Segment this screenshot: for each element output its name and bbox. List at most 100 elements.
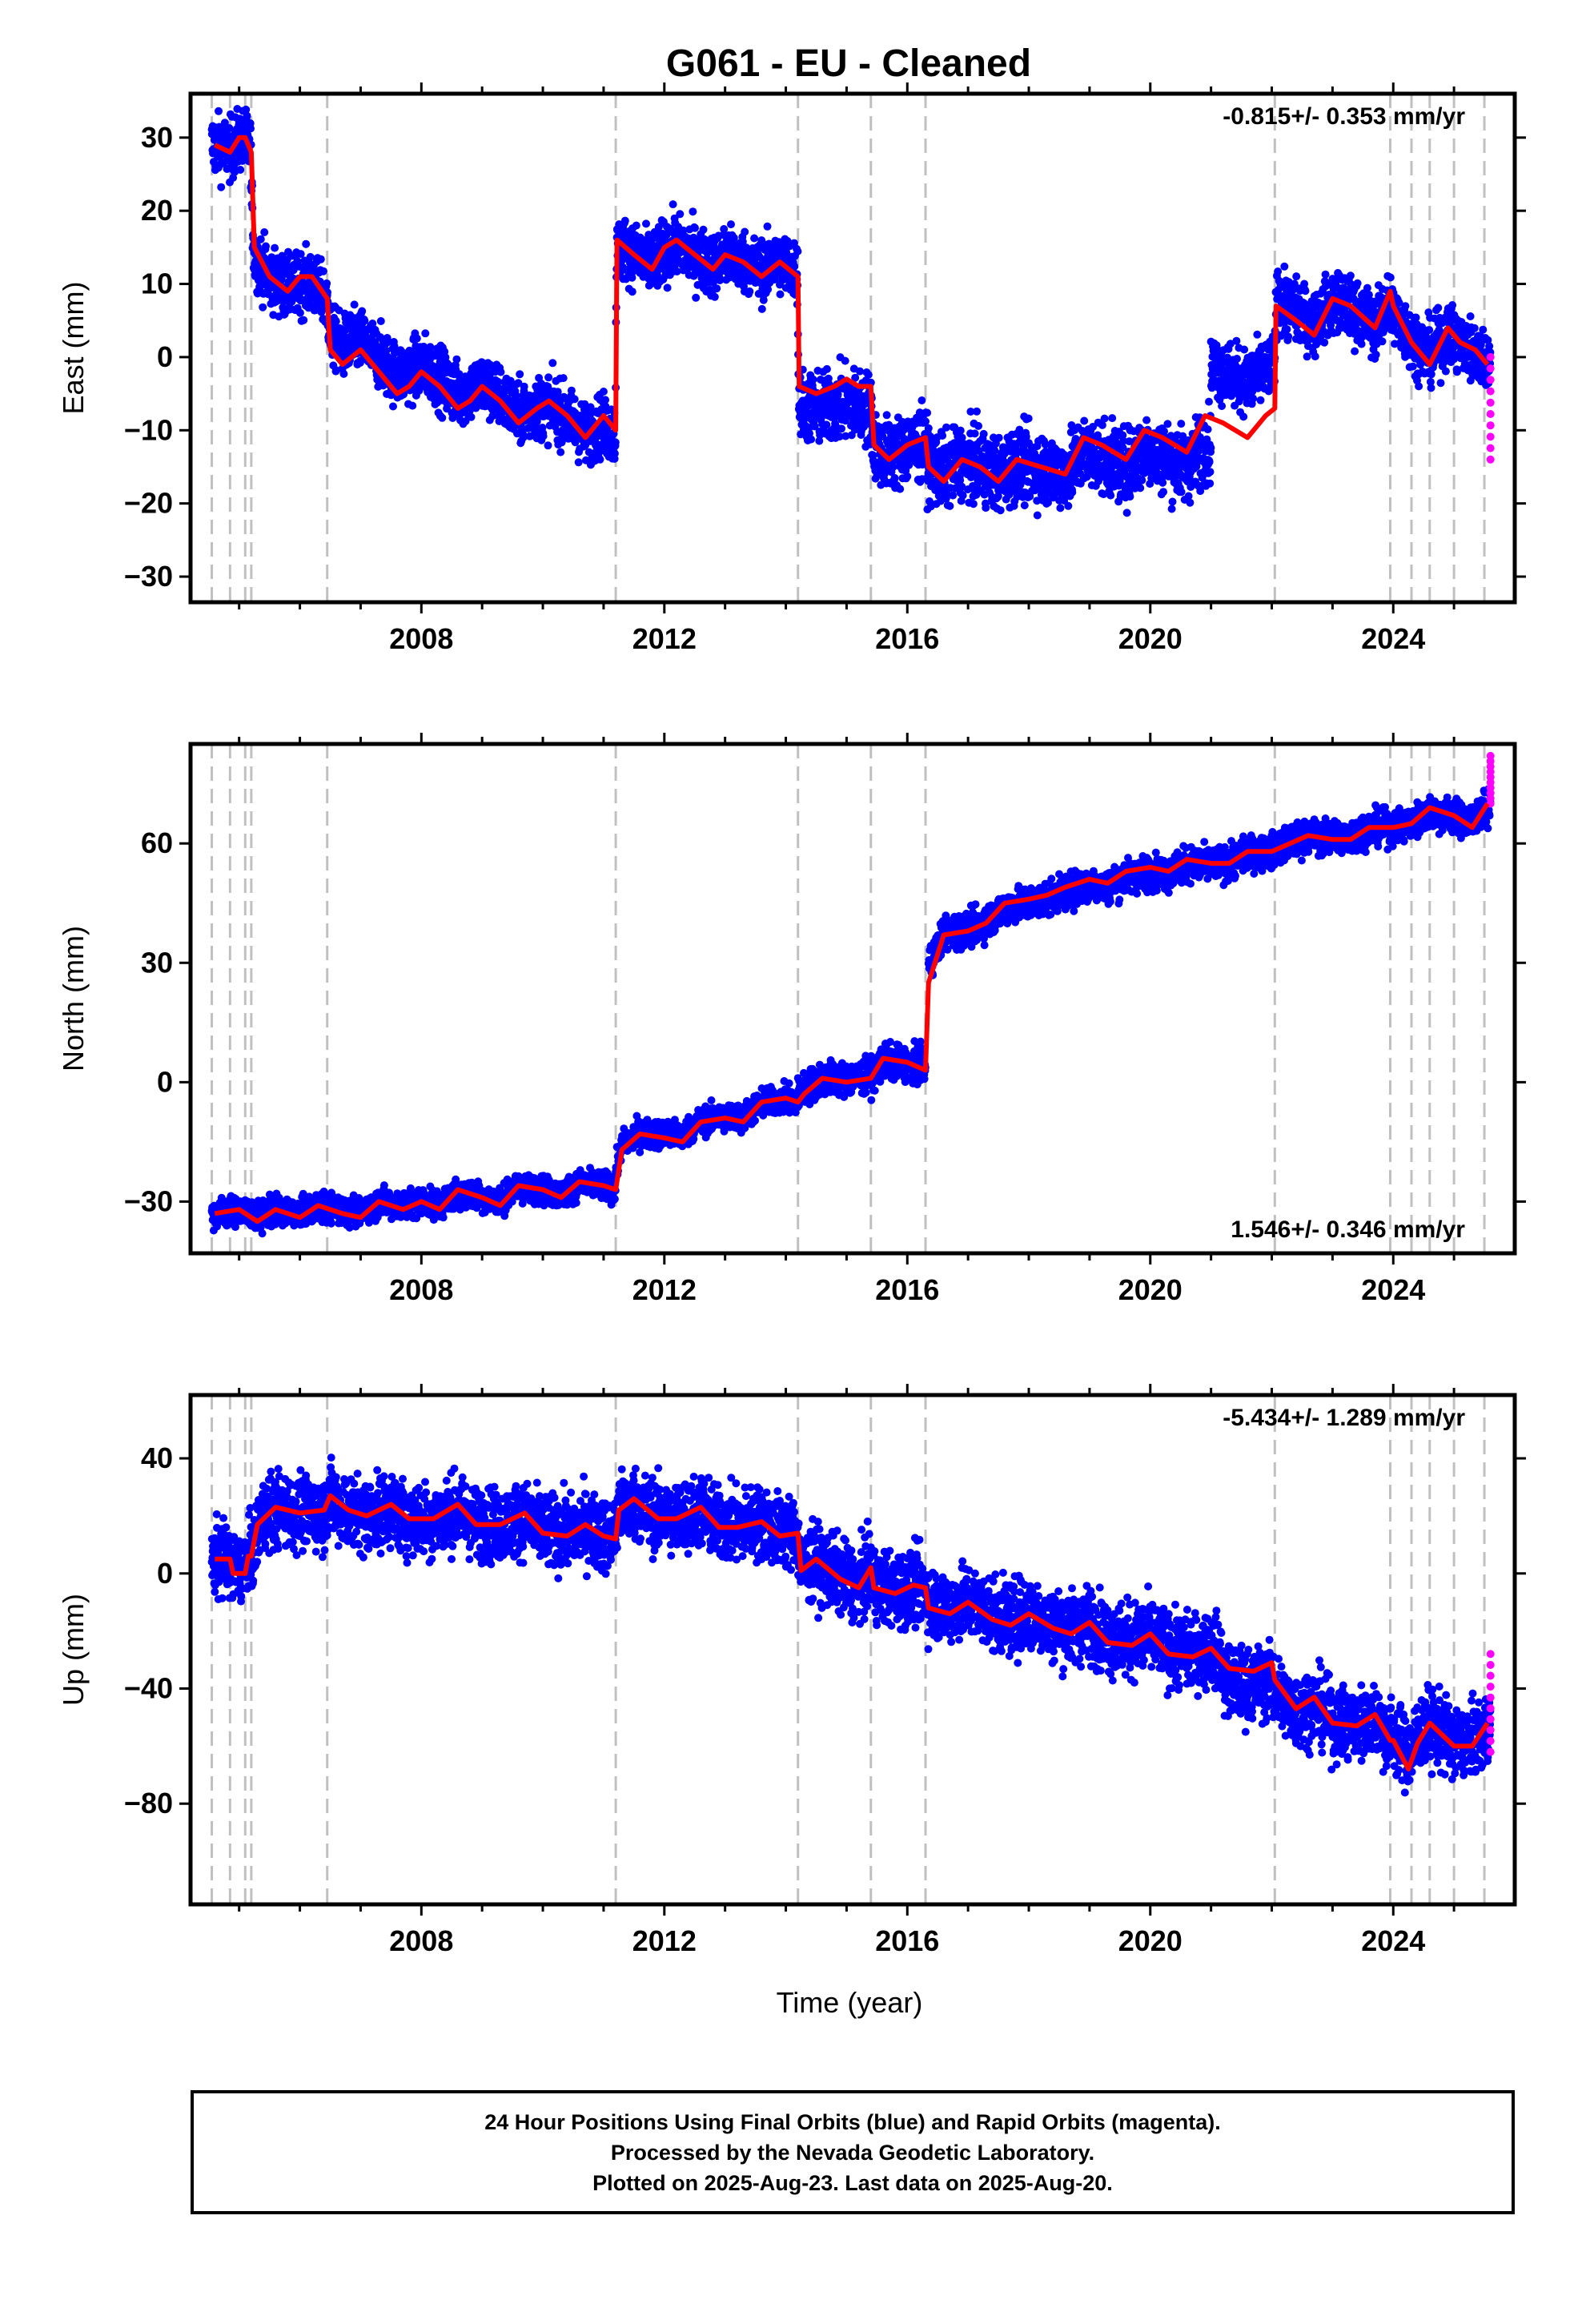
data-point [1167, 505, 1176, 513]
data-point [426, 343, 435, 352]
data-point [243, 111, 251, 120]
data-point [441, 353, 450, 362]
data-point [689, 207, 697, 216]
data-point [548, 359, 557, 368]
data-point [759, 296, 768, 304]
data-point [1064, 501, 1073, 510]
data-point [390, 342, 399, 351]
data-point [599, 388, 608, 396]
data-point [1205, 397, 1213, 406]
data-point [1292, 272, 1301, 281]
data-point [974, 421, 982, 430]
data-point [1240, 345, 1249, 354]
data-point [350, 300, 359, 309]
data-point [710, 292, 719, 301]
data-point [1020, 501, 1029, 509]
data-point [1233, 355, 1241, 363]
data-point [917, 396, 926, 404]
data-point [514, 379, 523, 388]
data-point [438, 413, 447, 422]
data-point [745, 287, 754, 296]
data-point [452, 355, 461, 364]
data-point [1353, 279, 1362, 287]
data-point [467, 412, 476, 421]
data-point [262, 242, 270, 251]
data-point [628, 287, 636, 296]
data-point [1136, 484, 1145, 493]
data-point [520, 382, 528, 391]
data-point [924, 424, 933, 432]
data-point [620, 216, 629, 225]
data-point [628, 273, 636, 282]
data-point [1206, 468, 1215, 476]
data-point [750, 234, 759, 243]
data-point [729, 234, 738, 242]
data-point [567, 386, 576, 395]
data-point [882, 411, 891, 420]
data-point [720, 225, 729, 233]
data-point [496, 368, 505, 376]
data-point [699, 225, 708, 234]
data-point [360, 316, 369, 325]
data-point [837, 424, 845, 433]
data-point [1177, 488, 1186, 497]
data-point [556, 448, 565, 456]
data-point [942, 423, 950, 432]
data-point [632, 221, 640, 230]
data-point [539, 432, 548, 440]
data-point [412, 334, 421, 343]
data-point [532, 417, 541, 426]
data-point [979, 429, 988, 438]
data-point [256, 235, 265, 243]
data-point [1351, 347, 1359, 356]
data-point [332, 366, 341, 375]
data-point [676, 210, 685, 219]
data-point [1106, 491, 1115, 500]
data-point [271, 243, 279, 252]
data-point [389, 402, 397, 411]
data-point [776, 290, 785, 299]
final-orbit-points [207, 105, 1495, 520]
data-point [949, 491, 958, 500]
data-point [1363, 283, 1371, 292]
data-point [970, 429, 979, 438]
data-point [331, 317, 340, 326]
data-point [741, 227, 749, 236]
data-point [673, 267, 681, 275]
data-point [1068, 488, 1077, 497]
data-point [996, 506, 1005, 515]
data-point [299, 316, 308, 324]
data-point [727, 220, 735, 229]
data-point [1138, 476, 1146, 485]
data-point [520, 431, 528, 440]
data-point [890, 473, 899, 482]
data-point [679, 226, 688, 235]
data-point [713, 284, 721, 293]
data-point [642, 219, 650, 228]
data-point [1207, 444, 1215, 452]
data-point [544, 373, 553, 382]
data-point [358, 307, 367, 316]
data-point [1218, 402, 1227, 410]
data-point [1346, 271, 1355, 280]
data-point [302, 239, 311, 248]
data-point [596, 455, 604, 464]
data-point [691, 223, 699, 232]
data-point [1158, 478, 1167, 487]
data-point [994, 433, 1003, 442]
data-point [1321, 270, 1330, 279]
data-point [692, 293, 701, 302]
data-point [295, 308, 304, 317]
data-point [339, 369, 348, 378]
data-point [215, 107, 223, 115]
data-point [1168, 497, 1177, 506]
data-point [956, 426, 965, 435]
data-point [763, 222, 772, 231]
data-point [488, 412, 497, 420]
data-point [709, 278, 718, 287]
data-point [472, 404, 480, 412]
data-point [1232, 336, 1241, 345]
data-point [516, 370, 524, 379]
data-point [1159, 488, 1168, 497]
